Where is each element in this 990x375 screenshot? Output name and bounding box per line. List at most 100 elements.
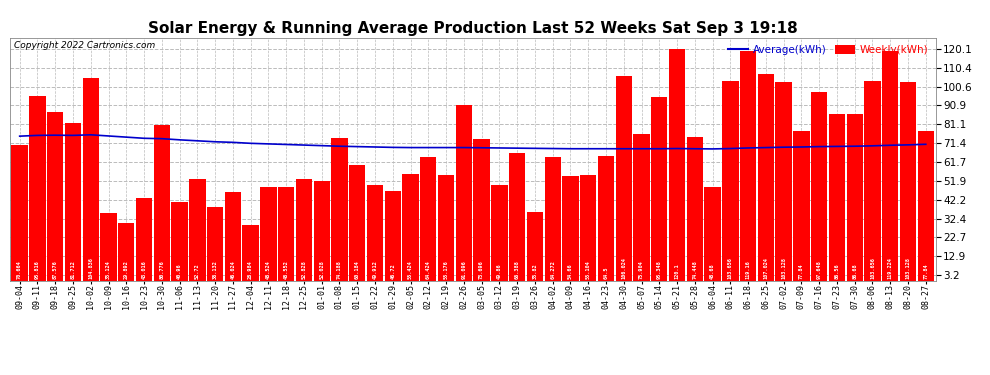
Text: 95.348: 95.348 xyxy=(656,261,661,279)
Bar xyxy=(793,130,810,281)
Bar xyxy=(118,224,135,281)
Title: Solar Energy & Running Average Production Last 52 Weeks Sat Sep 3 19:18: Solar Energy & Running Average Productio… xyxy=(148,21,798,36)
Text: 106.024: 106.024 xyxy=(622,258,627,279)
Bar xyxy=(278,188,294,281)
Bar xyxy=(491,185,508,281)
Bar xyxy=(669,49,685,281)
Text: 86.68: 86.68 xyxy=(852,264,857,279)
Text: 28.984: 28.984 xyxy=(248,261,253,279)
Bar xyxy=(82,78,99,281)
Text: 66.388: 66.388 xyxy=(515,261,520,279)
Text: 46.024: 46.024 xyxy=(231,261,236,279)
Text: 38.132: 38.132 xyxy=(213,261,218,279)
Bar xyxy=(420,157,437,281)
Text: 74.448: 74.448 xyxy=(692,261,697,279)
Bar xyxy=(580,175,596,281)
Text: 97.648: 97.648 xyxy=(817,261,822,279)
Text: 103.656: 103.656 xyxy=(728,258,733,279)
Bar xyxy=(243,225,258,281)
Bar xyxy=(332,138,347,281)
Bar xyxy=(509,153,526,281)
Text: 87.576: 87.576 xyxy=(52,261,57,279)
Text: 64.272: 64.272 xyxy=(550,261,555,279)
Text: 86.56: 86.56 xyxy=(835,264,840,279)
Bar xyxy=(687,137,703,281)
Text: 52.028: 52.028 xyxy=(319,261,324,279)
Bar xyxy=(189,179,206,281)
Text: 49.86: 49.86 xyxy=(497,264,502,279)
Bar xyxy=(367,185,383,281)
Bar xyxy=(455,105,472,281)
Bar xyxy=(225,192,241,281)
Text: 52.72: 52.72 xyxy=(195,264,200,279)
Text: 103.128: 103.128 xyxy=(781,258,786,279)
Text: 73.696: 73.696 xyxy=(479,261,484,279)
Text: 64.424: 64.424 xyxy=(426,261,431,279)
Text: 54.66: 54.66 xyxy=(568,264,573,279)
Text: 48.524: 48.524 xyxy=(266,261,271,279)
Text: 35.124: 35.124 xyxy=(106,261,111,279)
Bar xyxy=(136,198,152,281)
Text: 43.016: 43.016 xyxy=(142,261,147,279)
Text: 103.656: 103.656 xyxy=(870,258,875,279)
Bar xyxy=(864,81,881,281)
Bar xyxy=(757,74,774,281)
Bar xyxy=(260,188,276,281)
Text: 52.828: 52.828 xyxy=(301,261,307,279)
Bar xyxy=(402,174,419,281)
Text: 46.72: 46.72 xyxy=(390,264,395,279)
Text: 81.712: 81.712 xyxy=(70,261,75,279)
Bar xyxy=(634,134,649,281)
Bar xyxy=(918,130,934,281)
Bar xyxy=(882,51,898,281)
Text: 29.892: 29.892 xyxy=(124,261,129,279)
Bar xyxy=(64,123,81,281)
Bar xyxy=(562,176,578,281)
Text: 55.424: 55.424 xyxy=(408,261,413,279)
Bar xyxy=(384,191,401,281)
Text: 60.184: 60.184 xyxy=(354,261,359,279)
Text: 77.84: 77.84 xyxy=(924,264,929,279)
Text: 80.776: 80.776 xyxy=(159,261,164,279)
Bar xyxy=(100,213,117,281)
Bar xyxy=(651,97,667,281)
Text: 91.096: 91.096 xyxy=(461,261,466,279)
Bar xyxy=(705,187,721,281)
Bar xyxy=(296,179,312,281)
Text: 55.104: 55.104 xyxy=(586,261,591,279)
Bar xyxy=(740,51,756,281)
Text: 119.16: 119.16 xyxy=(745,261,750,279)
Text: 64.5: 64.5 xyxy=(604,267,609,279)
Text: 74.188: 74.188 xyxy=(337,261,342,279)
Bar xyxy=(598,156,614,281)
Text: 75.904: 75.904 xyxy=(639,261,644,279)
Bar xyxy=(544,157,561,281)
Bar xyxy=(314,181,330,281)
Bar xyxy=(349,165,365,281)
Bar xyxy=(12,144,28,281)
Bar xyxy=(30,96,46,281)
Bar xyxy=(811,92,828,281)
Bar xyxy=(473,139,490,281)
Bar xyxy=(438,174,454,281)
Text: 119.224: 119.224 xyxy=(888,258,893,279)
Text: 70.664: 70.664 xyxy=(17,261,22,279)
Bar xyxy=(153,125,170,281)
Text: 104.836: 104.836 xyxy=(88,258,93,279)
Text: 77.84: 77.84 xyxy=(799,264,804,279)
Bar xyxy=(171,202,188,281)
Text: 55.176: 55.176 xyxy=(444,261,448,279)
Bar xyxy=(48,112,63,281)
Text: 48.68: 48.68 xyxy=(710,264,715,279)
Text: 49.912: 49.912 xyxy=(372,261,377,279)
Bar xyxy=(722,81,739,281)
Text: Copyright 2022 Cartronics.com: Copyright 2022 Cartronics.com xyxy=(14,41,154,50)
Text: 107.024: 107.024 xyxy=(763,258,768,279)
Legend: Average(kWh), Weekly(kWh): Average(kWh), Weekly(kWh) xyxy=(726,43,931,57)
Text: 95.816: 95.816 xyxy=(35,261,40,279)
Text: 120.1: 120.1 xyxy=(674,264,679,279)
Text: 35.82: 35.82 xyxy=(533,264,538,279)
Bar xyxy=(616,76,632,281)
Bar xyxy=(207,207,224,281)
Bar xyxy=(775,82,792,281)
